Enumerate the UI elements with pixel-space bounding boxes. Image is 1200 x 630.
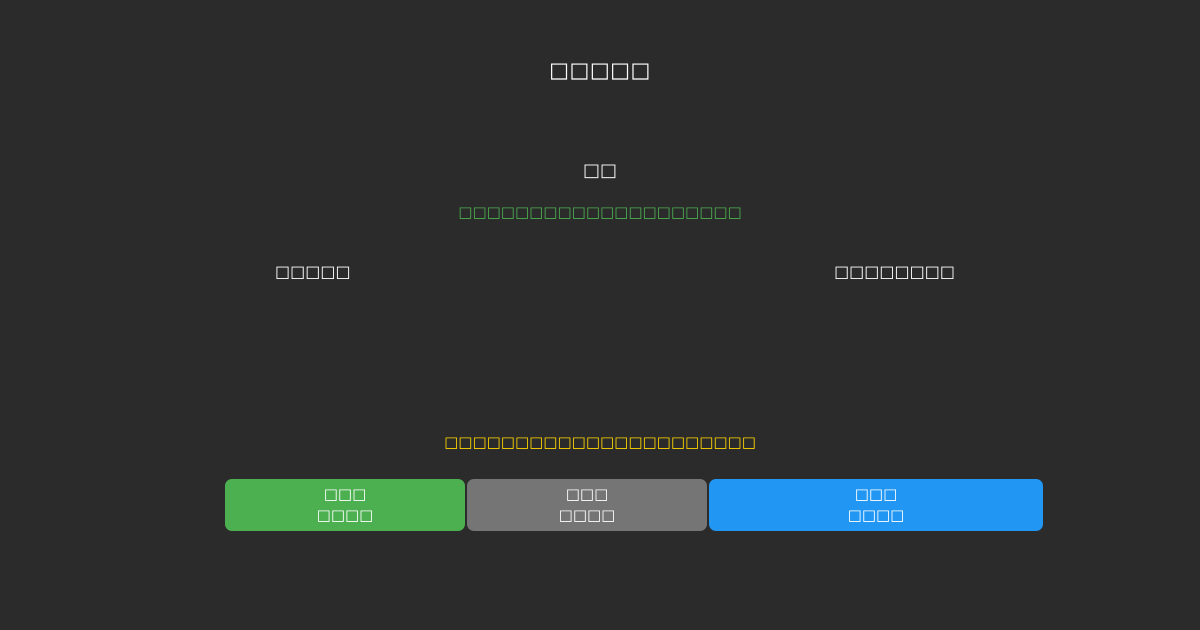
warning-message: □□□□□□□□□□□□□□□□□□□□□□ [0,430,1200,454]
action-button-row: □□□ □□□□ □□□ □□□□ □□□ □□□□ [225,479,1043,531]
subtitle: □□ [0,158,1200,184]
label-right: □□□□□□□□ [834,262,955,281]
primary-action-button[interactable]: □□□ □□□□ [225,479,465,531]
warning-message-text: □□□□□□□□□□□□□□□□□□□□□□ [444,433,756,451]
page-title: □□□□□ [0,56,1200,84]
page-title-text: □□□□□ [549,58,651,82]
status-message-text: □□□□□□□□□□□□□□□□□□□□ [458,203,742,221]
status-message: □□□□□□□□□□□□□□□□□□□□ [0,200,1200,224]
accent-action-button-line1: □□□ [854,485,898,503]
accent-action-button-line2: □□□□ [847,506,905,524]
secondary-action-button-line1: □□□ [565,485,609,503]
subtitle-text: □□ [582,160,617,181]
secondary-action-button[interactable]: □□□ □□□□ [467,479,707,531]
primary-action-button-line1: □□□ [323,485,367,503]
accent-action-button[interactable]: □□□ □□□□ [709,479,1043,531]
primary-action-button-line2: □□□□ [316,506,374,524]
secondary-action-button-line2: □□□□ [558,506,616,524]
label-left: □□□□□ [275,262,351,281]
